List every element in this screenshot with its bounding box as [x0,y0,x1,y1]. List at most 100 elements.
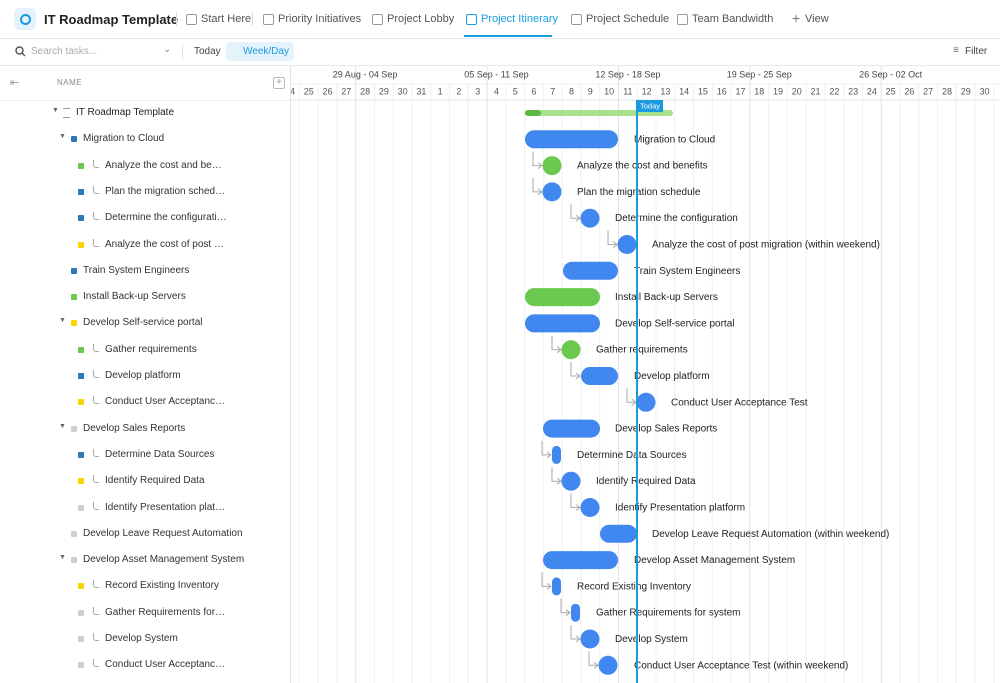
toolbar: Search tasks... ⌄ Today Week/Day Filter … [0,39,1000,66]
status-square [78,478,84,485]
dropdown[interactable]: ⌄ [163,44,172,55]
week-label: 12 Sep - 18 Sep [595,69,660,79]
list-icon [63,108,70,118]
day-label: 12 [642,86,652,96]
day-label: 8 [569,86,574,96]
subtask-icon [93,212,99,221]
task-bar [552,577,561,596]
bar-label: Analyze the cost of post migration (with… [652,239,880,250]
today-button[interactable]: Today [194,46,221,57]
task-row[interactable]: ▼ IT Roadmap Template [0,100,290,126]
milestone [636,392,656,412]
task-name: Install Back-up Servers [83,291,186,303]
timeline: 2425262728293031123456789101112131415161… [291,66,1000,683]
bar-label: Conduct User Acceptance Test [671,397,808,408]
bar-name: Train System Engineers [634,265,740,276]
day-label: 27 [923,86,933,96]
column-header: NAME [57,78,83,87]
arrow [556,477,562,485]
task-row[interactable]: Identify Required Data [0,468,290,494]
day-label: 18 [754,86,764,96]
add-column[interactable]: + [273,77,285,89]
scale-button[interactable]: Week/Day [226,42,294,61]
add-view[interactable]: View [805,13,829,25]
task-row[interactable]: Analyze the cost of post migration [0,232,290,258]
tab[interactable]: Team Bandwidth [692,13,774,25]
task-row[interactable]: Gather Requirements for system [0,600,290,626]
bar-label: Develop Asset Management System [634,555,795,566]
status-square [78,636,84,642]
subtask-icon [93,633,99,641]
task-name: Develop Self-service portal [83,317,203,329]
caret: ▼ [59,422,66,430]
task-row[interactable]: Gather requirements [0,337,290,363]
bar-name: Gather requirements [596,344,688,355]
day-label: 6 [532,86,537,96]
tab[interactable]: Project Itinerary [481,13,559,25]
week-label: 29 Aug - 04 Sep [333,69,398,79]
task-name: Develop Asset Management System [83,554,245,566]
bar-label: Determine Data Sources [577,450,687,461]
task-row[interactable]: Develop platform [0,363,290,389]
task-row[interactable]: Conduct User Acceptance Test [0,389,290,415]
task-row[interactable]: Conduct User Acceptance Test [0,652,290,678]
bar-name: Analyze the cost and benefits [577,160,708,171]
day-label: 1 [438,86,443,96]
task-row[interactable]: ▼ Develop Asset Management System [0,547,290,573]
task-bar [525,288,600,307]
bar-name: Develop Sales Reports [615,423,717,434]
task-row[interactable]: Determine the configuration [0,205,290,231]
tab[interactable]: Project Schedule [586,13,670,25]
task-row[interactable]: Analyze the cost and benefits [0,153,290,179]
day-label: 11 [623,86,632,96]
task-row[interactable]: ▼ Develop Sales Reports [0,416,290,442]
day-label: 26 [904,86,914,96]
tab[interactable]: Project Lobby [387,13,455,25]
task-row[interactable]: Identify Presentation platform [0,495,290,521]
today-badge [637,100,663,112]
filter-button[interactable]: Filter [965,46,988,57]
search-input[interactable]: Search tasks... [31,46,98,57]
collapse-icon[interactable]: ⇤ [10,77,20,89]
task-name: Develop Leave Request Automation [83,527,243,539]
task-bar [571,603,580,622]
day-label: 25 [886,86,896,96]
milestone [617,235,637,254]
bar-label: Develop System [615,634,688,645]
arrow [575,214,581,222]
bar-name: Develop platform [634,371,710,382]
task-row[interactable]: Determine Data Sources [0,442,290,468]
task-name: Gather requirements [105,343,197,355]
dependency [626,388,635,403]
task-row[interactable]: Train System Engineers [0,258,290,284]
arrow [565,609,571,617]
status-square [71,557,77,564]
task-row[interactable]: Develop Leave Request Automation [0,521,290,547]
bar-name: Develop Asset Management System [634,555,795,566]
caret: ▼ [52,107,59,114]
day-label: 16 [717,86,727,96]
task-row[interactable]: Record Existing Inventory [0,573,290,599]
day-label: 24 [291,86,295,96]
task-name: Identify Required Data [105,475,205,487]
milestone [580,629,600,649]
tab[interactable]: Priority Initiatives [278,13,362,25]
bar-note: (within weekend) [773,660,848,671]
arrow [593,661,599,669]
status-square [78,583,84,590]
task-row[interactable]: Plan the migration schedule [0,179,290,205]
subtask-icon [93,475,99,484]
task-row[interactable]: Develop System [0,626,290,652]
separator [176,12,177,26]
task-row[interactable]: Install Back-up Servers [0,284,290,310]
task-row[interactable]: ▼ Migration to Cloud [0,126,290,152]
dependency [588,651,597,666]
filter-icon: ≡ [953,45,959,56]
milestone [542,182,562,202]
caret: ▼ [59,133,66,141]
task-row[interactable]: ▼ Develop Self-service portal [0,310,290,336]
tab[interactable]: Start Here [201,13,252,25]
bar-name: Install Back-up Servers [615,292,718,303]
bar-label: Gather Requirements for system [596,607,741,618]
